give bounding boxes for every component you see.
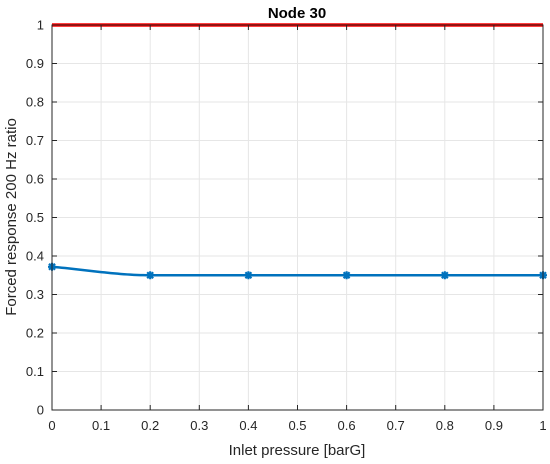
- y-tick-label: 0.2: [26, 326, 44, 341]
- x-tick-label: 0.7: [387, 418, 405, 433]
- x-tick-label: 0.4: [239, 418, 257, 433]
- y-tick-label: 0.1: [26, 364, 44, 379]
- x-tick-label: 0: [48, 418, 55, 433]
- x-tick-label: 0.5: [288, 418, 306, 433]
- y-tick-label: 0.5: [26, 210, 44, 225]
- y-tick-label: 0.7: [26, 133, 44, 148]
- y-tick-label: 0.6: [26, 172, 44, 187]
- y-tick-label: 0.3: [26, 287, 44, 302]
- data-point-marker: [440, 271, 449, 280]
- data-point-marker: [342, 271, 351, 280]
- x-tick-label: 0.6: [338, 418, 356, 433]
- y-tick-label: 0.8: [26, 95, 44, 110]
- series-line-blue: [51, 265, 543, 277]
- y-tick-label: 0: [37, 403, 44, 418]
- y-tick-label: 1: [37, 18, 44, 33]
- data-point-marker: [244, 271, 253, 280]
- y-axis-title: Forced response 200 Hz ratio: [3, 118, 20, 316]
- x-tick-label: 0.8: [436, 418, 454, 433]
- x-tick-label: 0.3: [190, 418, 208, 433]
- x-tick-label: 0.2: [141, 418, 159, 433]
- y-tick-labels: 0 0.1 0.2 0.3 0.4 0.5 0.6 0.7 0.8 0.9 1: [26, 18, 543, 418]
- x-tick-labels: 0 0.1 0.2 0.3 0.4 0.5 0.6 0.7 0.8 0.9 1: [48, 25, 547, 433]
- x-tick-label: 0.1: [92, 418, 110, 433]
- x-axis-title: Inlet pressure [barG]: [229, 442, 366, 459]
- x-tick-label: 0.9: [485, 418, 503, 433]
- x-tick-label: 1: [539, 418, 546, 433]
- data-point-marker: [146, 271, 155, 280]
- y-tick-label: 0.4: [26, 249, 44, 264]
- y-tick-label: 0.9: [26, 56, 44, 71]
- chart-title: Node 30: [268, 5, 326, 22]
